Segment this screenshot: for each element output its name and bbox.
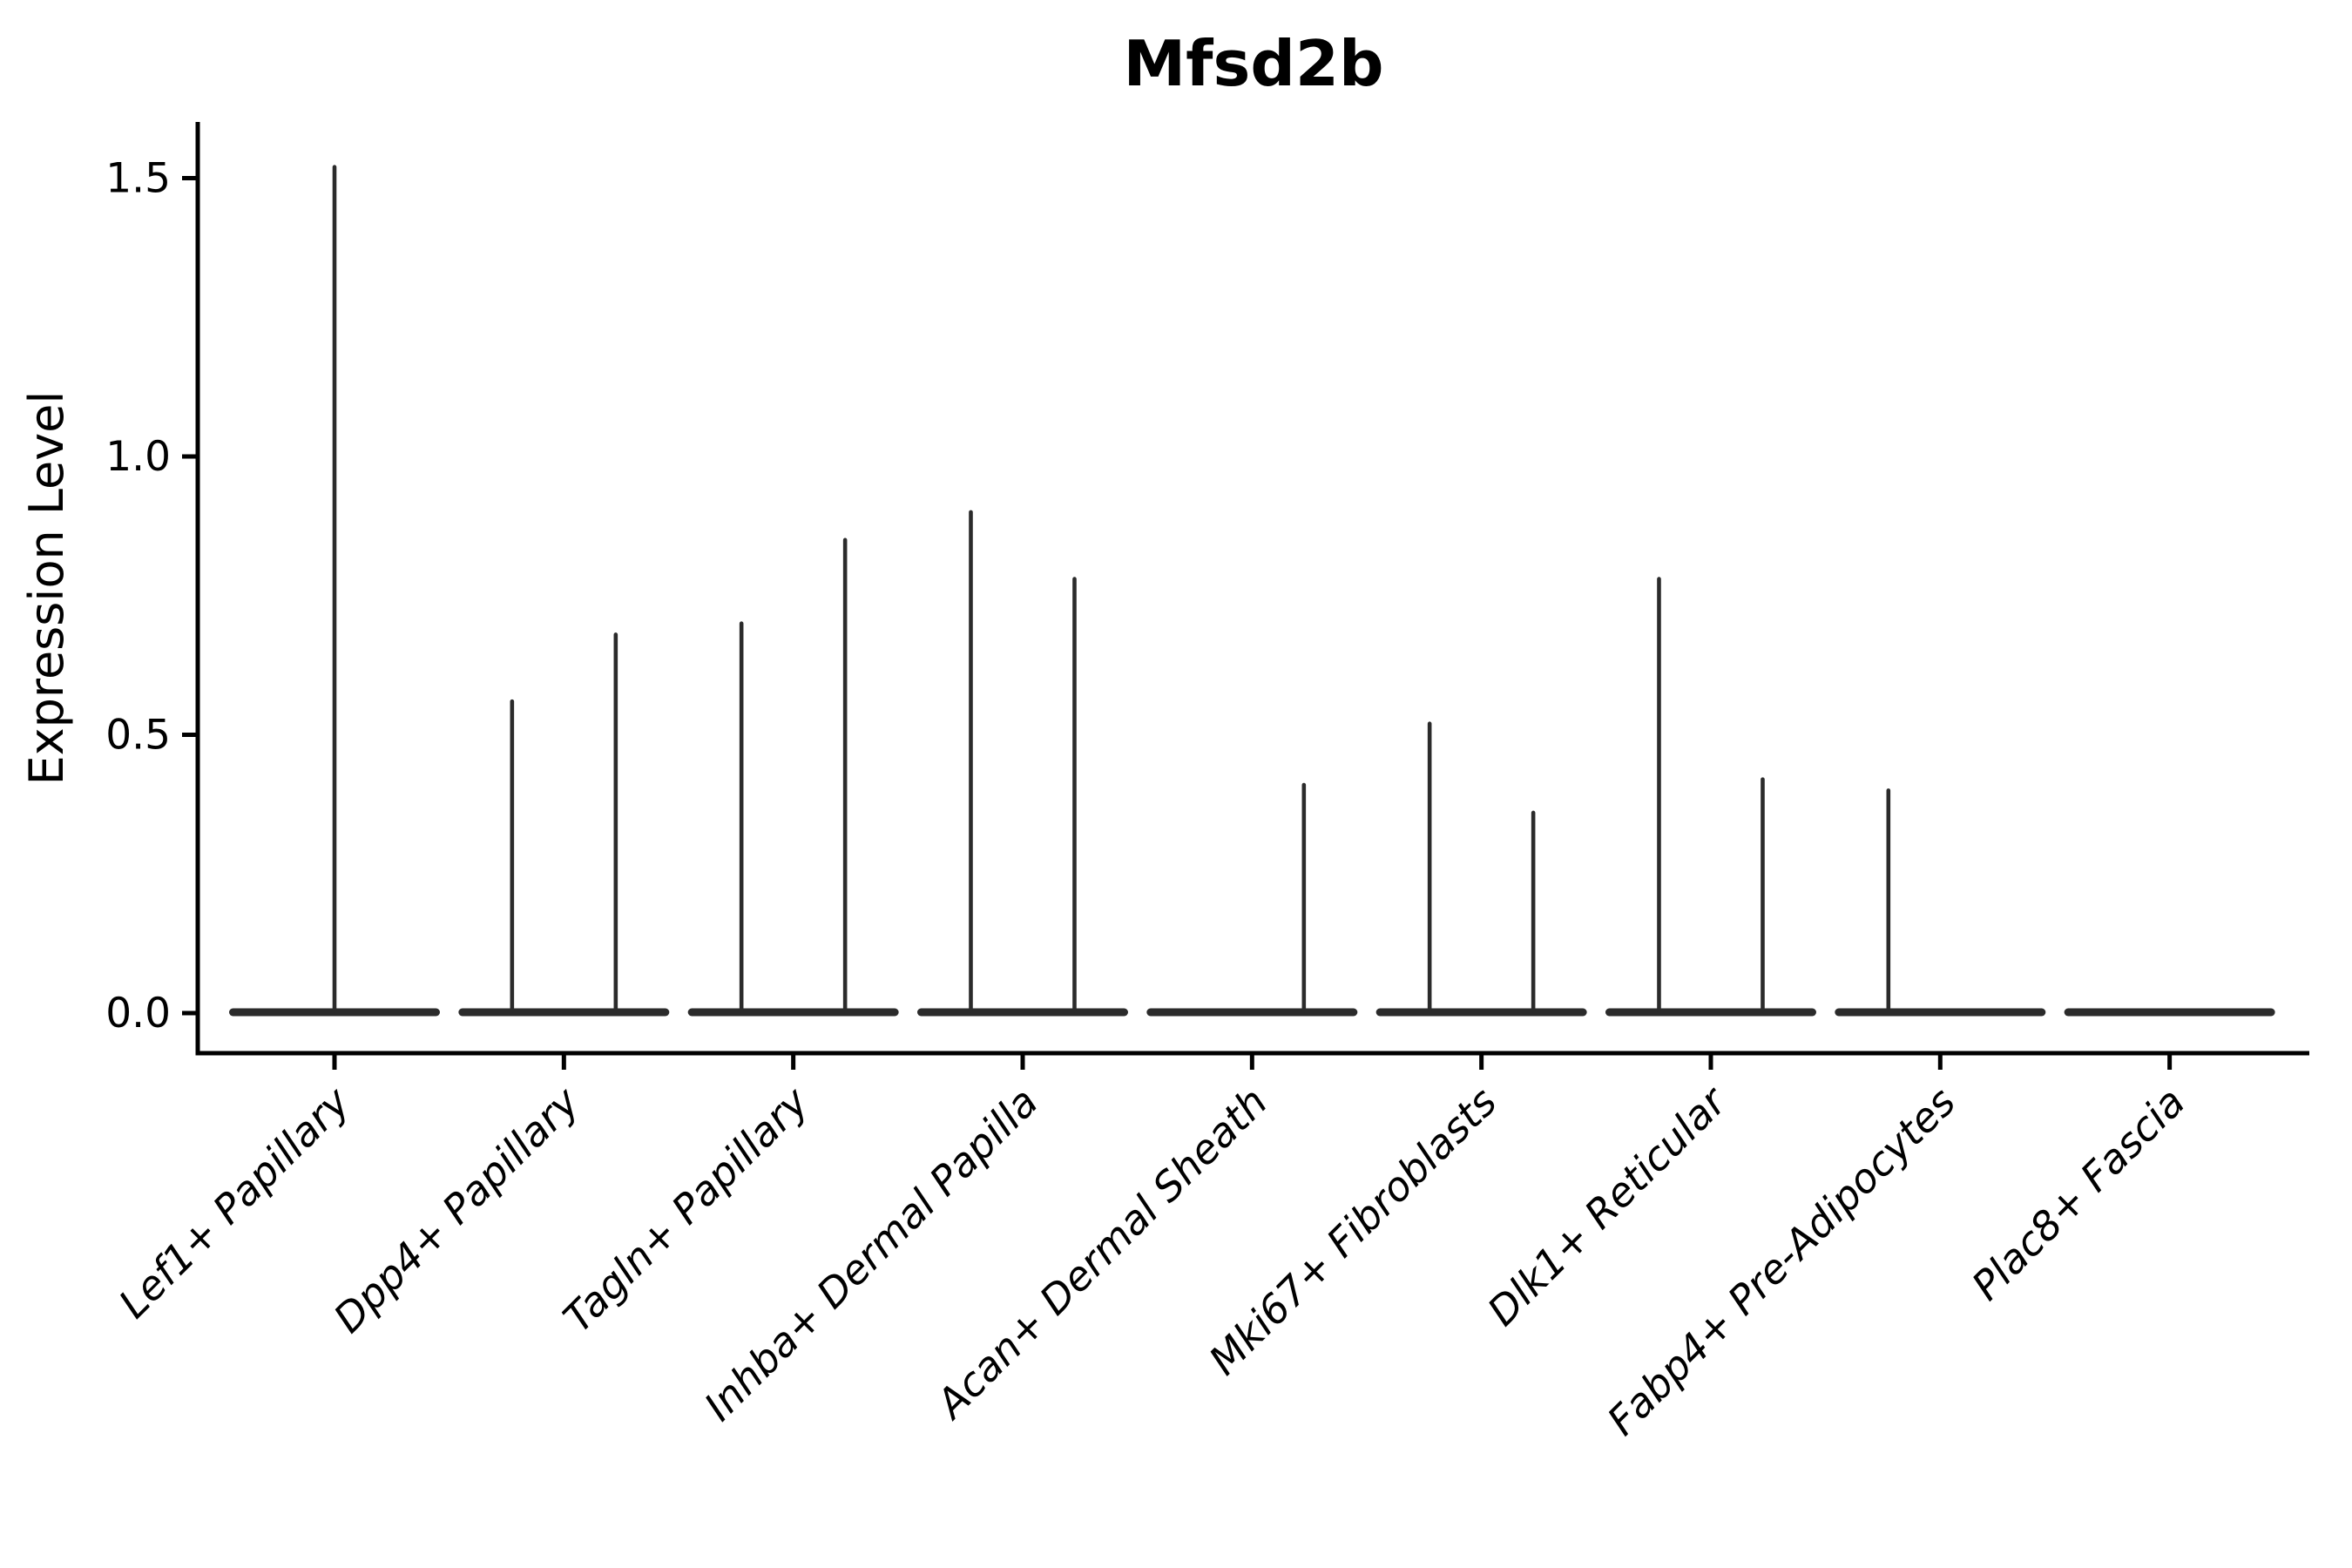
x-tick-label: Plac8+ Fascia [1963,1078,2193,1309]
violin-base [2064,1008,2275,1017]
y-axis-label: Expression Level [19,391,74,786]
y-tick-label: 1.0 [105,433,171,481]
violin-base [687,1008,899,1017]
y-tick-label: 0.5 [105,712,171,760]
y-tick-label: 1.5 [105,155,171,203]
x-tick-label: Dpp4+ Papillary [324,1078,588,1342]
x-tick-label: Tagln+ Papillary [554,1078,818,1342]
x-tick-label: Lef1+ Papillary [110,1078,359,1327]
x-tick-label: Dlk1+ Reticular [1478,1076,1737,1335]
violin-base [1146,1008,1358,1017]
y-tick-label: 0.0 [105,990,171,1037]
violin-base [916,1008,1128,1017]
violin-base [1835,1008,2046,1017]
violin-base [1375,1008,1587,1017]
chart-title: Mfsd2b [1123,27,1383,100]
violin-base [1605,1008,1816,1017]
violin-base [458,1008,670,1017]
